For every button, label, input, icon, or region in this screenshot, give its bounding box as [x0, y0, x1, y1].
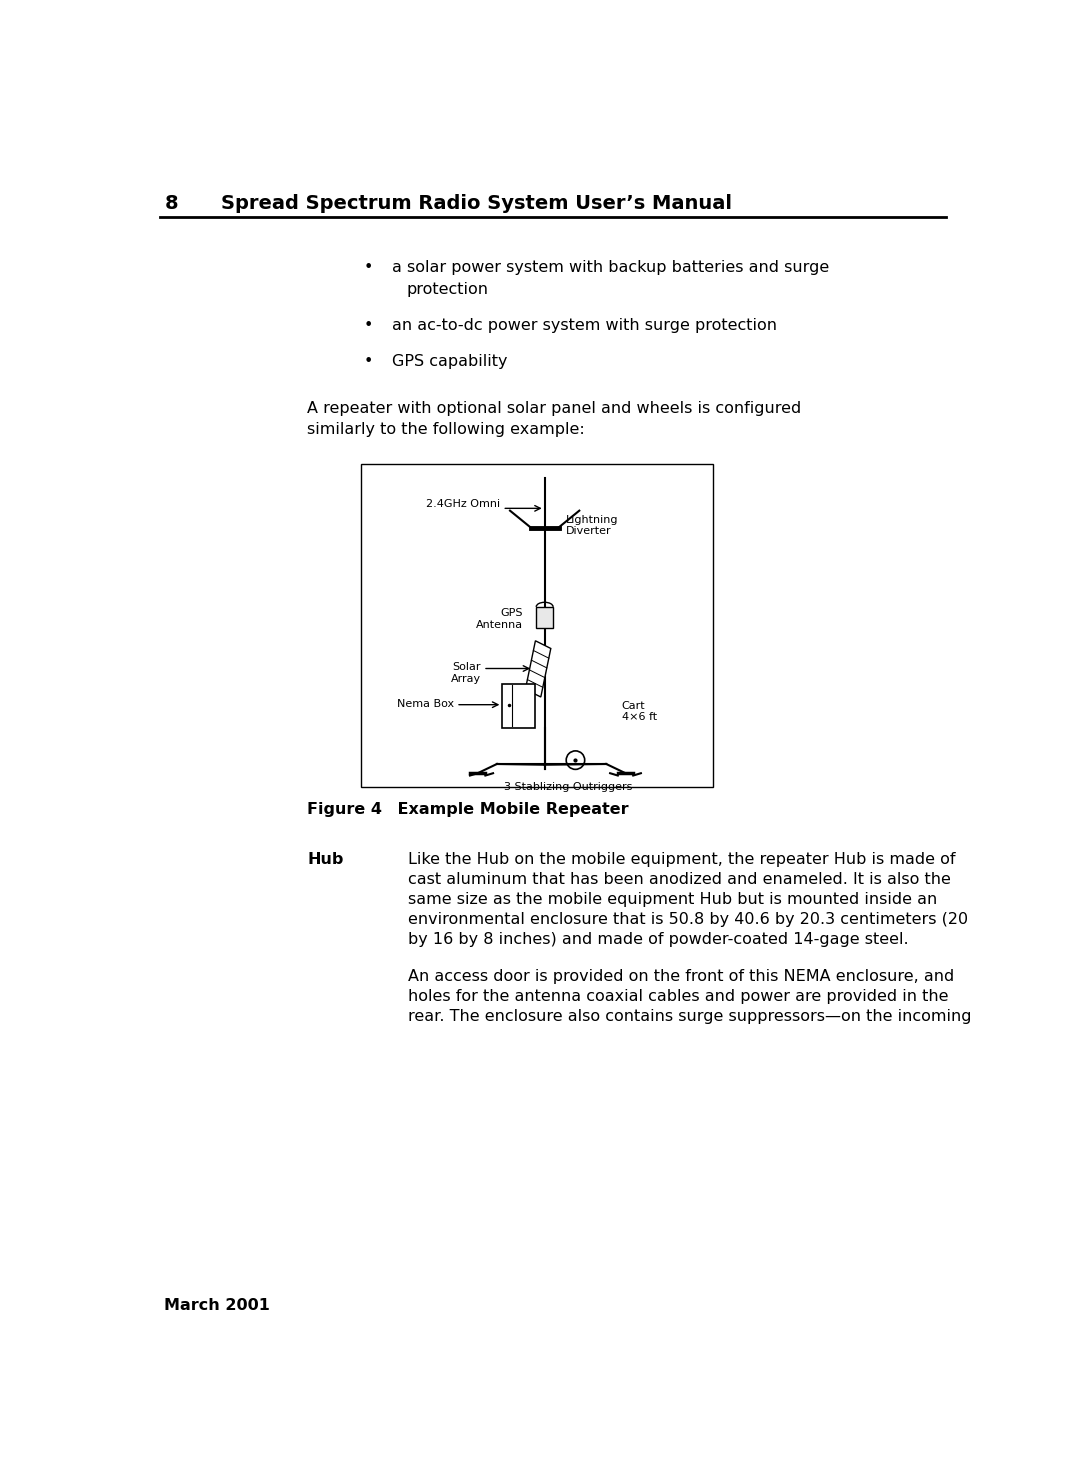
Text: similarly to the following example:: similarly to the following example: — [307, 422, 585, 437]
Text: by 16 by 8 inches) and made of powder-coated 14-gage steel.: by 16 by 8 inches) and made of powder-co… — [408, 932, 908, 947]
Polygon shape — [526, 641, 550, 697]
Text: a solar power system with backup batteries and surge: a solar power system with backup batteri… — [392, 260, 829, 275]
Text: Solar
Array: Solar Array — [451, 662, 481, 684]
Text: •: • — [364, 318, 373, 334]
Bar — [537, 607, 553, 628]
Text: Figure 4: Figure 4 — [307, 802, 382, 817]
Text: •: • — [364, 260, 373, 275]
Text: •: • — [364, 353, 373, 369]
Text: environmental enclosure that is 50.8 by 40.6 by 20.3 centimeters (20: environmental enclosure that is 50.8 by … — [408, 911, 968, 928]
Text: holes for the antenna coaxial cables and power are provided in the: holes for the antenna coaxial cables and… — [408, 988, 948, 1004]
Text: rear. The enclosure also contains surge suppressors—on the incoming: rear. The enclosure also contains surge … — [408, 1009, 971, 1024]
Text: 2.4GHz Omni: 2.4GHz Omni — [426, 499, 500, 508]
Text: 3 Stablizing Outriggers: 3 Stablizing Outriggers — [503, 781, 632, 792]
Text: same size as the mobile equipment Hub but is mounted inside an: same size as the mobile equipment Hub bu… — [408, 892, 937, 907]
Text: Nema Box: Nema Box — [396, 699, 454, 709]
Text: an ac-to-dc power system with surge protection: an ac-to-dc power system with surge prot… — [392, 318, 778, 334]
Bar — [361, 464, 712, 787]
Bar — [502, 684, 534, 728]
Text: Spread Spectrum Radio System User’s Manual: Spread Spectrum Radio System User’s Manu… — [222, 193, 733, 213]
Text: March 2001: March 2001 — [164, 1298, 270, 1313]
Text: cast aluminum that has been anodized and enameled. It is also the: cast aluminum that has been anodized and… — [408, 871, 950, 886]
Text: A repeater with optional solar panel and wheels is configured: A repeater with optional solar panel and… — [307, 400, 802, 415]
Text: Example Mobile Repeater: Example Mobile Repeater — [375, 802, 629, 817]
Text: GPS
Antenna: GPS Antenna — [476, 609, 523, 631]
Text: 8: 8 — [164, 193, 178, 213]
Text: An access door is provided on the front of this NEMA enclosure, and: An access door is provided on the front … — [408, 969, 954, 984]
Text: Hub: Hub — [307, 852, 344, 867]
Text: Lightning
Diverter: Lightning Diverter — [567, 514, 619, 536]
Text: Like the Hub on the mobile equipment, the repeater Hub is made of: Like the Hub on the mobile equipment, th… — [408, 852, 955, 867]
Text: protection: protection — [406, 282, 488, 297]
Text: GPS capability: GPS capability — [392, 353, 508, 369]
Text: Cart
4×6 ft: Cart 4×6 ft — [621, 702, 657, 722]
